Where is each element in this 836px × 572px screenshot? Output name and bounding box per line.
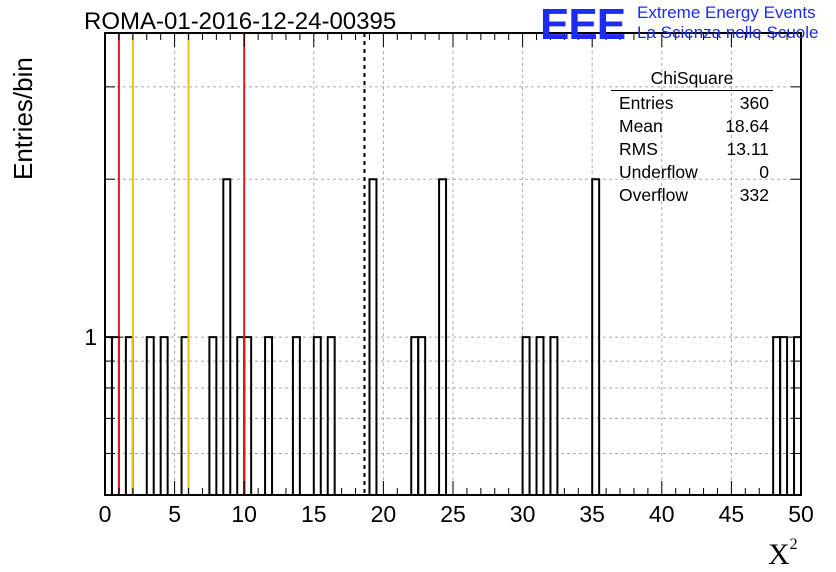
histogram-bin (208, 336, 218, 495)
stats-value: 18.64 (725, 116, 769, 136)
x-tick-label: 0 (99, 501, 112, 527)
stats-row-entries: Entries 360 (611, 93, 773, 116)
histogram-bin (312, 336, 322, 495)
axis-ticks (104, 33, 802, 495)
x-tick-label: 15 (301, 501, 327, 527)
x-tick-label: 50 (788, 501, 814, 527)
x-tick-label: 40 (649, 501, 675, 527)
histogram-bin (549, 336, 559, 495)
stats-value: 332 (739, 185, 769, 205)
histogram-bin (159, 336, 169, 495)
stats-label: Overflow (619, 185, 689, 205)
stats-label: Entries (619, 93, 674, 113)
stats-row-mean: Mean 18.64 (611, 116, 773, 139)
stats-label: Mean (619, 116, 663, 136)
histogram-bin (145, 336, 155, 495)
histogram-bin (438, 178, 448, 495)
stats-value: 13.11 (726, 139, 770, 159)
x-tick-label: 5 (168, 501, 181, 527)
x-tick-label: 25 (440, 501, 466, 527)
logo-line-2: La Scienza nelle Scuole (637, 23, 819, 42)
histogram-bin (222, 178, 232, 495)
stats-label: Underflow (619, 162, 698, 182)
stats-value: 0 (759, 162, 769, 182)
histogram-bin (326, 336, 336, 495)
x-axis-label-base: X (768, 538, 790, 571)
histogram-bin (291, 336, 301, 495)
stats-value: 360 (739, 93, 769, 113)
stats-row-rms: RMS 13.11 (611, 139, 773, 162)
stats-box: ChiSquare Entries 360 Mean 18.64 RMS 13.… (611, 68, 773, 208)
stats-row-overflow: Overflow 332 (611, 185, 773, 208)
x-tick-label: 35 (579, 501, 605, 527)
histogram-bin (591, 178, 601, 495)
x-axis-label: X2 (768, 536, 798, 572)
stats-label: RMS (619, 139, 658, 159)
axis-tick-labels: 0 5 10 15 20 25 30 35 40 45 50 1 (84, 324, 814, 527)
y-tick-label: 1 (84, 324, 97, 350)
chart-title: ROMA-01-2016-12-24-00395 (84, 8, 397, 35)
x-tick-label: 10 (231, 501, 257, 527)
x-axis-label-superscript: 2 (789, 536, 798, 553)
histogram-bin (521, 336, 531, 495)
stats-title: ChiSquare (611, 68, 773, 91)
histogram-bin (417, 336, 427, 495)
stats-row-underflow: Underflow 0 (611, 162, 773, 185)
marker-lines (117, 33, 366, 495)
histogram-bin (264, 336, 274, 495)
x-tick-label: 30 (510, 501, 536, 527)
histogram-bin (535, 336, 545, 495)
y-axis-label: Entries/bin (8, 57, 38, 180)
x-tick-label: 20 (371, 501, 397, 527)
histogram-bin (368, 178, 378, 495)
logo-line-1: Extreme Energy Events (637, 3, 816, 22)
eee-logo: EEE (540, 0, 626, 49)
x-tick-label: 45 (719, 501, 745, 527)
